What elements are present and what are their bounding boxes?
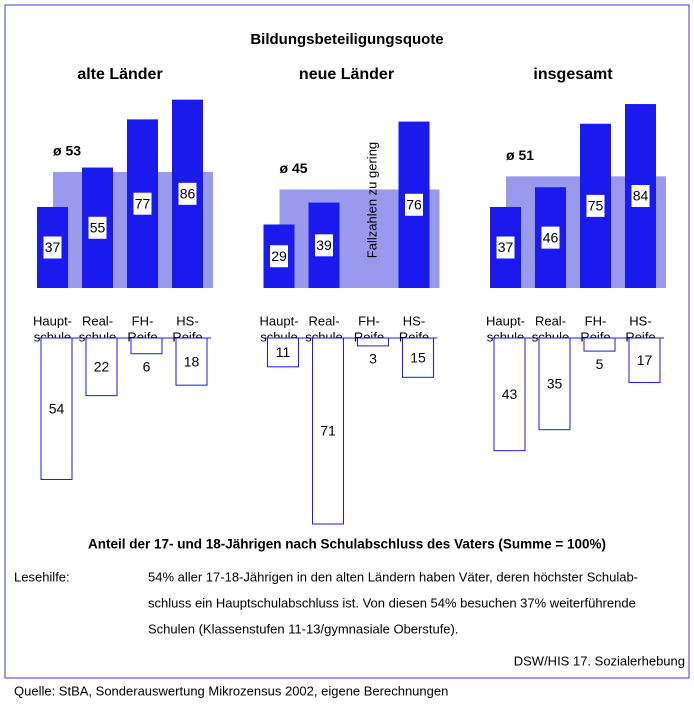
share-label: 18 xyxy=(184,353,200,369)
share-bar xyxy=(267,337,299,368)
value-label-box xyxy=(496,236,515,259)
value-label-box xyxy=(631,185,650,208)
value-label-box xyxy=(43,236,62,259)
x-tick-label: Haupt- xyxy=(33,313,72,328)
share-label: 43 xyxy=(502,386,518,402)
value-label-box xyxy=(315,234,333,257)
caption: Anteil der 17- und 18-Jährigen nach Schu… xyxy=(88,537,606,552)
share-label: 54 xyxy=(49,400,65,416)
value-label-box xyxy=(405,193,423,216)
value-label: 76 xyxy=(406,196,422,212)
panel-title: alte Länder xyxy=(77,66,162,83)
share-bar xyxy=(312,337,344,525)
share-bar xyxy=(85,337,118,397)
panel-title: neue Länder xyxy=(299,66,394,83)
reading-aid-label: Lesehilfe: xyxy=(14,569,70,584)
value-label-box xyxy=(270,245,288,268)
annotation: Fallzahlen zu gering xyxy=(364,142,379,258)
value-label: 77 xyxy=(135,195,151,211)
panel-title: insgesamt xyxy=(533,66,613,83)
average-label: ø 45 xyxy=(280,160,308,176)
average-label: ø 51 xyxy=(506,147,534,163)
share-bar xyxy=(628,337,661,384)
frame xyxy=(4,4,690,679)
reading-aid-line: Schulen (Klassenstufen 11-13/gymnasiale … xyxy=(148,621,458,636)
x-tick-label: Real- xyxy=(308,313,339,328)
value-label: 29 xyxy=(271,248,287,264)
share-bar xyxy=(130,337,163,355)
value-label: 84 xyxy=(633,188,649,204)
share-label: 3 xyxy=(369,351,377,367)
share-label: 5 xyxy=(596,356,604,372)
share-bar xyxy=(493,337,526,452)
share-label: 6 xyxy=(143,358,151,374)
value-label: 86 xyxy=(180,186,196,202)
x-tick-label: Haupt- xyxy=(259,313,298,328)
chart-title: Bildungsbeteiligungsquote xyxy=(250,31,443,48)
share-bar xyxy=(538,337,571,431)
share-bar xyxy=(583,337,616,352)
share-label: 71 xyxy=(320,423,336,439)
share-bar xyxy=(357,337,389,347)
value-label-box xyxy=(178,182,197,205)
value-label: 37 xyxy=(45,239,61,255)
value-label: 39 xyxy=(316,237,332,253)
share-bar xyxy=(40,337,73,480)
x-tick-label: Real- xyxy=(535,313,566,328)
publisher: DSW/HIS 17. Sozialerhebung xyxy=(514,653,685,668)
value-label-box xyxy=(586,194,605,217)
x-tick-label: HS- xyxy=(176,313,198,328)
value-label: 55 xyxy=(90,219,106,235)
x-tick-label: Real- xyxy=(82,313,113,328)
x-tick-label: FH- xyxy=(358,313,380,328)
source: Quelle: StBA, Sonderauswertung Mikrozens… xyxy=(14,683,448,698)
share-label: 35 xyxy=(547,376,563,392)
share-label: 11 xyxy=(276,344,291,360)
value-label: 75 xyxy=(588,198,604,214)
share-bar xyxy=(402,337,434,378)
x-tick-label: HS- xyxy=(403,313,425,328)
value-label-box xyxy=(88,216,107,239)
x-tick-label: FH- xyxy=(132,313,154,328)
value-label: 37 xyxy=(498,239,514,255)
x-tick-label: HS- xyxy=(629,313,651,328)
share-bar xyxy=(175,337,208,386)
average-label: ø 53 xyxy=(53,143,81,159)
x-tick-label: Haupt- xyxy=(486,313,525,328)
reading-aid-line: 54% aller 17-18-Jährigen in den alten Lä… xyxy=(148,569,638,584)
x-tick-label: FH- xyxy=(585,313,607,328)
reading-aid-line: schluss ein Hauptschulabschluss ist. Von… xyxy=(148,595,636,610)
value-label-box xyxy=(541,226,560,249)
share-label: 17 xyxy=(637,352,653,368)
share-label: 22 xyxy=(94,359,110,375)
share-label: 15 xyxy=(410,349,426,365)
value-label-box xyxy=(133,192,152,215)
value-label: 46 xyxy=(543,229,559,245)
